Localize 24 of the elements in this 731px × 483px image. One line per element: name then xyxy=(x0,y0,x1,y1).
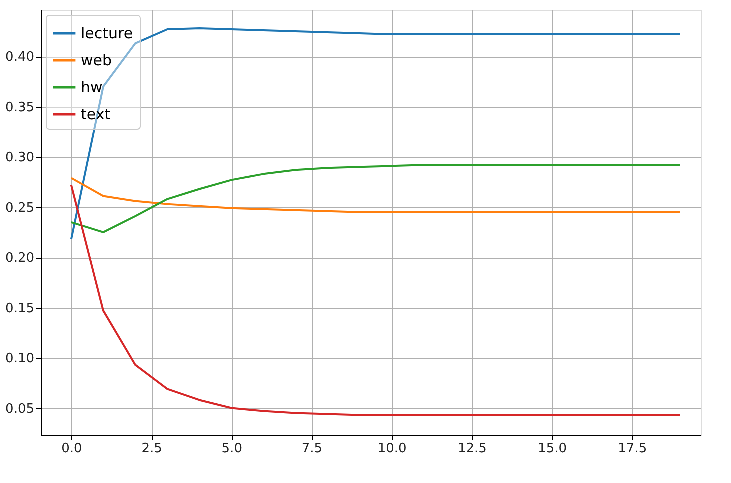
legend-label: lecture xyxy=(81,24,134,42)
y-tick-label: 0.30 xyxy=(6,150,34,166)
x-tick-label: 5.0 xyxy=(222,442,242,456)
line-series xyxy=(70,164,682,234)
x-tick-label: 12.5 xyxy=(458,442,487,456)
line-series xyxy=(70,177,682,214)
y-tick-label: 0.40 xyxy=(6,50,34,66)
x-tick-label: 2.5 xyxy=(142,442,162,456)
y-tick-label: 0.25 xyxy=(6,200,34,216)
y-tick-label: 0.10 xyxy=(6,352,34,367)
line-series xyxy=(70,27,682,240)
x-tick-label: 17.5 xyxy=(618,442,648,456)
y-tick-label: 0.20 xyxy=(6,251,34,266)
x-tick-label: 15.0 xyxy=(538,442,567,456)
x-tick-label: 0.0 xyxy=(62,442,82,456)
x-tick-label: 7.5 xyxy=(302,442,323,456)
y-tick-label: 0.15 xyxy=(6,301,34,316)
legend-label: web xyxy=(81,52,112,70)
line-series xyxy=(70,184,682,416)
legend-label: text xyxy=(81,106,111,124)
legend-label: hw xyxy=(81,78,103,96)
x-tick-label: 10.0 xyxy=(378,442,407,456)
y-tick-label: 0.35 xyxy=(6,100,34,116)
y-tick-label: 0.05 xyxy=(6,402,34,417)
